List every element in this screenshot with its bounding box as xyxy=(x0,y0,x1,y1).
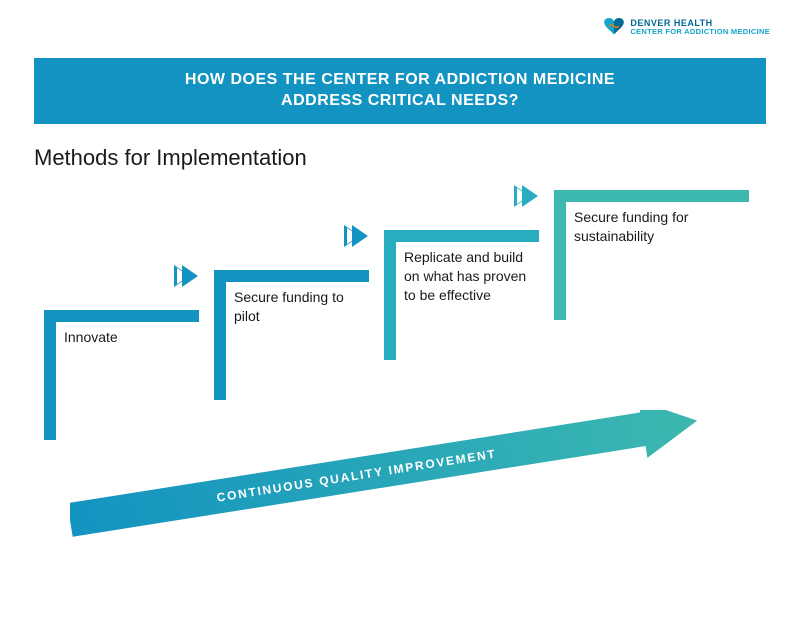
step-label-1: Innovate xyxy=(64,328,118,347)
logo: DENVER HEALTH CENTER FOR ADDICTION MEDIC… xyxy=(604,18,770,36)
chevron-icon xyxy=(182,265,198,287)
logo-line-2: CENTER FOR ADDICTION MEDICINE xyxy=(630,28,770,36)
heart-icon xyxy=(604,18,624,36)
title-banner: HOW DOES THE CENTER FOR ADDICTION MEDICI… xyxy=(34,58,766,124)
chevron-icon xyxy=(352,225,368,247)
logo-text: DENVER HEALTH CENTER FOR ADDICTION MEDIC… xyxy=(630,19,770,36)
title-text: HOW DOES THE CENTER FOR ADDICTION MEDICI… xyxy=(54,70,746,112)
step-label-4: Secure funding for sustainability xyxy=(574,208,714,246)
chevron-icon xyxy=(522,185,538,207)
section-title: Methods for Implementation xyxy=(34,145,307,171)
step-label-3: Replicate and build on what has proven t… xyxy=(404,248,534,305)
step-label-2: Secure funding to pilot xyxy=(234,288,354,326)
improvement-arrow: CONTINUOUS QUALITY IMPROVEMENT xyxy=(70,410,730,530)
